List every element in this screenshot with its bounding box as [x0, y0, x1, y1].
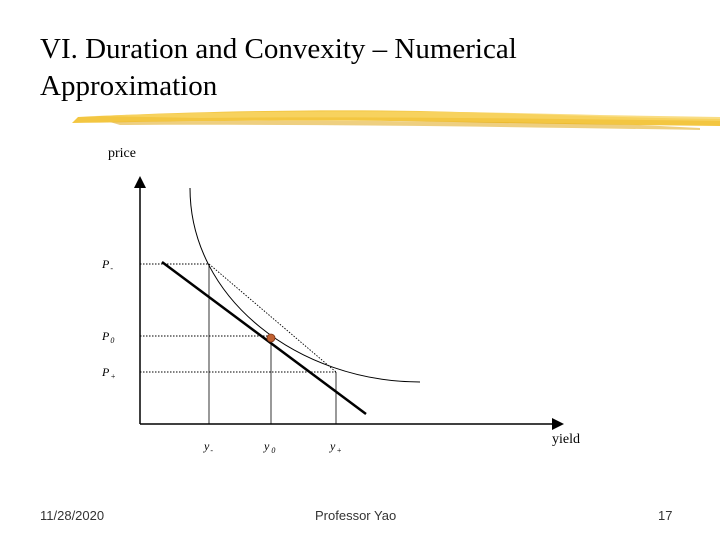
current-price-point	[266, 333, 276, 343]
x-axis-label: yield	[552, 432, 580, 447]
y-axis-label: price	[108, 146, 136, 161]
tangent-line	[161, 260, 367, 416]
footer-page-number: 17	[658, 508, 673, 523]
secant-line	[208, 263, 337, 373]
slide-title-line1: VI. Duration and Convexity – Numerical	[40, 33, 517, 65]
p-zero-label: P0	[101, 329, 114, 345]
y-plus-label: y+	[329, 439, 342, 455]
price-yield-curve	[189, 187, 421, 383]
p-minus-label: P-	[101, 257, 113, 273]
p-plus-label: P+	[101, 365, 116, 381]
title-underline-stroke-shadow	[110, 120, 700, 130]
slide-title: VI. Duration and Convexity – Numerical A…	[40, 31, 680, 105]
footer-presenter: Professor Yao	[315, 508, 397, 523]
title-underline	[72, 110, 720, 130]
slide-title-line2: Approximation	[40, 70, 218, 102]
footer-date: 11/28/2020	[40, 508, 105, 523]
y-minus-label: y-	[203, 439, 213, 455]
title-underline-stroke-highlight	[95, 111, 720, 121]
